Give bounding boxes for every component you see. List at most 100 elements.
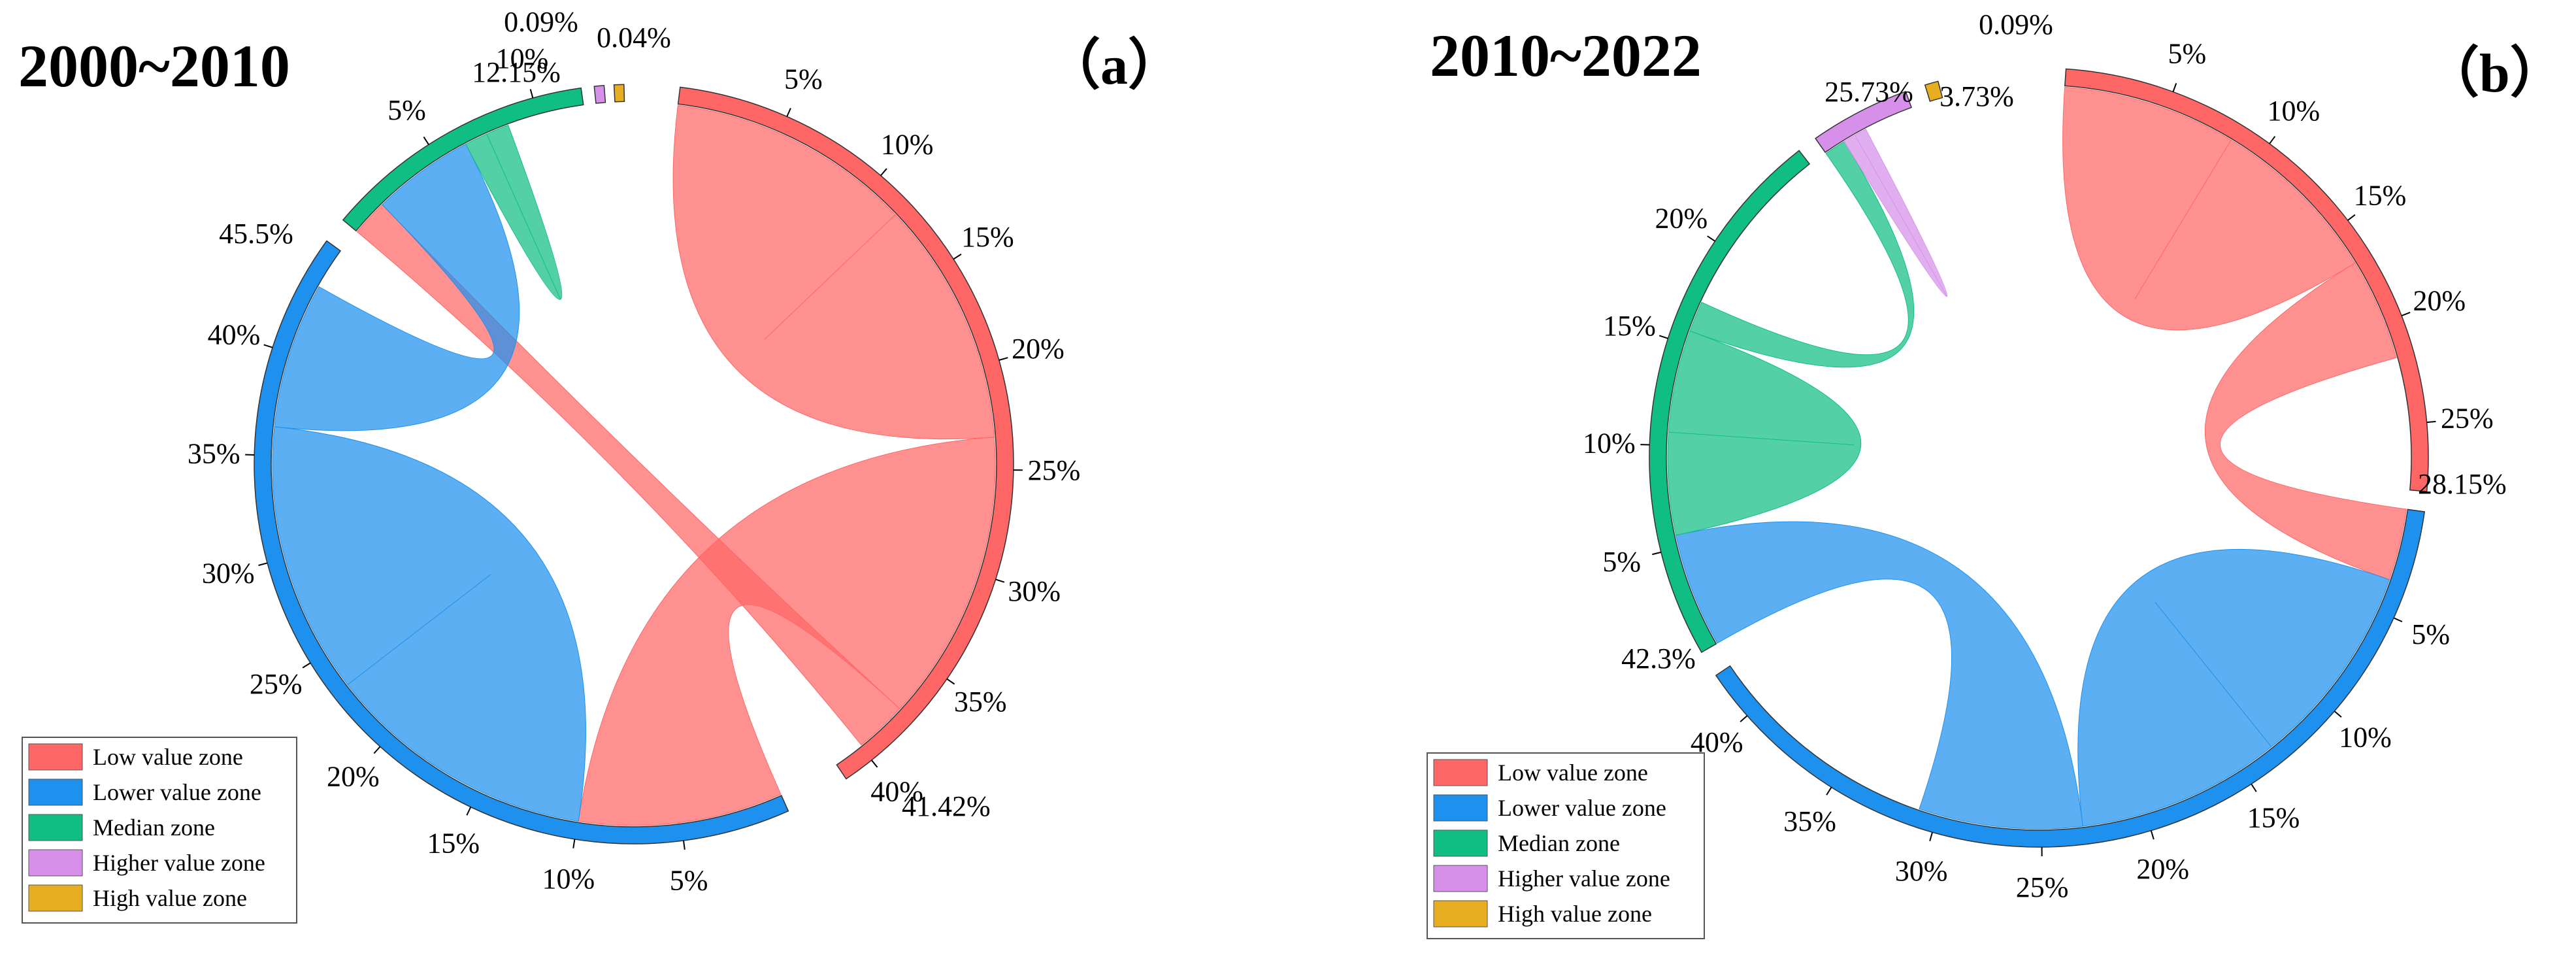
panel-a-tick-label-lower-value-zone-1: 10% bbox=[542, 863, 595, 895]
panel-b-ribbon-lower-value-zone-to-median-zone bbox=[1675, 521, 2083, 829]
panel-a-tick-lower-value-zone-1 bbox=[572, 839, 576, 848]
panel-a-tick-low-value-zone-0 bbox=[786, 108, 791, 117]
panel-b-tick-label-low-value-zone-4: 25% bbox=[2441, 403, 2494, 435]
panel-b-legend-label-low-value-zone: Low value zone bbox=[1498, 760, 1648, 786]
panel-a-tick-label-low-value-zone-3: 20% bbox=[1012, 333, 1065, 365]
panel-b-group-arcs bbox=[1649, 68, 2429, 848]
panel-b-legend-swatch-high-value-zone bbox=[1433, 900, 1488, 928]
panel-b-legend-label-higher-value-zone: Higher value zone bbox=[1498, 865, 1670, 892]
panel-a-tick-label-low-value-zone-7: 40% bbox=[870, 775, 923, 807]
panel-a-arc-median-zone bbox=[342, 87, 584, 232]
panel-b-ribbon-median-zone-to-median-zone bbox=[1667, 330, 1862, 536]
panel-b-tick-median-zone-0 bbox=[1652, 551, 1662, 556]
panel-a-tick-lower-value-zone-3 bbox=[373, 746, 381, 754]
panel-a-legend-swatch-higher-value-zone bbox=[28, 849, 83, 877]
panel-b-tick-label-lower-value-zone-1: 10% bbox=[2339, 721, 2392, 753]
panel-b-tick-lower-value-zone-7 bbox=[1740, 715, 1748, 722]
panel-a-tick-label-low-value-zone-0: 5% bbox=[784, 63, 823, 95]
panel-b-tick-labels: 5% 10% 15% 20% 25% 28.15% 5% 10% 15% 20% 25% 30% 35%… bbox=[1583, 8, 2507, 903]
panel-b-tick-lower-value-zone-5 bbox=[1929, 832, 1933, 842]
panel-a-tick-label-lower-value-zone-3: 20% bbox=[327, 760, 380, 792]
panel-b-label: （b） bbox=[2424, 43, 2565, 104]
panel-a-arc-high-value-zone bbox=[613, 84, 625, 103]
panel-b-tick-label-lower-value-zone-5: 30% bbox=[1895, 855, 1948, 887]
panel-a-tick-label-lower-value-zone-7: 40% bbox=[208, 319, 261, 351]
panel-b-tick-label-median-zone-3: 20% bbox=[1655, 203, 1708, 235]
panel-b-tick-low-value-zone-1 bbox=[2269, 135, 2276, 144]
panel-a-ribbons bbox=[272, 105, 996, 826]
panel-a-tick-lower-value-zone-4 bbox=[302, 662, 311, 669]
panel-a-tick-lower-value-zone-2 bbox=[466, 807, 472, 816]
panel-b-tick-label-low-value-zone-0: 5% bbox=[2168, 37, 2206, 69]
panel-a-tick-low-value-zone-2 bbox=[953, 254, 962, 260]
panel-a-tick-median-zone-0 bbox=[423, 136, 429, 145]
panel-b-tick-label-lower-value-zone-0: 5% bbox=[2411, 618, 2450, 650]
panel-b-tick-lower-value-zone-3 bbox=[2150, 830, 2155, 840]
panel-a-total-label-higher-value-zone: 0.09% bbox=[504, 6, 578, 38]
panel-b-tick-lower-value-zone-1 bbox=[2334, 711, 2342, 718]
panel-b-arc-median-zone bbox=[1649, 150, 1811, 654]
panel-b-tick-low-value-zone-0 bbox=[2172, 83, 2177, 92]
panel-a-tick-label-low-value-zone-6: 35% bbox=[954, 686, 1007, 718]
panel-a-tick-label-low-value-zone-2: 15% bbox=[961, 221, 1014, 253]
panel-b-tick-median-zone-2 bbox=[1659, 335, 1668, 339]
panel-a-tick-lower-value-zone-7 bbox=[263, 344, 273, 348]
panel-b-ribbon-low-value-zone-to-lower-value-zone bbox=[2204, 262, 2407, 580]
panel-a-total-label-high-value-zone: 0.04% bbox=[597, 22, 671, 54]
panel-b-legend: Low value zone Lower value zone Median zon… bbox=[1427, 752, 1705, 939]
panel-a-legend-label-high-value-zone: High value zone bbox=[93, 885, 247, 911]
panel-b-tick-label-low-value-zone-2: 15% bbox=[2354, 179, 2407, 211]
panel-a-tick-low-value-zone-3 bbox=[999, 357, 1008, 361]
panel-a-tick-labels: 5%10%15%20%25%30%35%40%41.42%5%10%15%20%… bbox=[188, 6, 1080, 896]
panel-b-arc-high-value-zone bbox=[1924, 80, 1943, 102]
panel-b-tick-median-zone-3 bbox=[1707, 235, 1715, 242]
panel-b-legend-swatch-low-value-zone bbox=[1433, 759, 1488, 786]
panel-a-arc-lower-value-zone bbox=[254, 240, 789, 844]
panel-a-total-label-low-value-zone: 41.42% bbox=[902, 790, 991, 822]
panel-b-legend-label-lower-value-zone: Lower value zone bbox=[1498, 795, 1666, 821]
panel-b-tick-lower-value-zone-0 bbox=[2393, 617, 2403, 623]
panel-a-tick-label-low-value-zone-5: 30% bbox=[1008, 575, 1061, 607]
panel-a-tick-label-low-value-zone-4: 25% bbox=[1028, 454, 1081, 486]
panel-a-total-label-lower-value-zone: 45.5% bbox=[219, 218, 293, 250]
panel-a-ribbon-lower-value-zone-to-lower-value-zone bbox=[272, 426, 586, 822]
panel-b-legend-swatch-lower-value-zone bbox=[1433, 794, 1488, 822]
panel-b: 2010~2022 （b） 5% 10% 15% 20% 25% 28.15% 5% 10% 1… bbox=[1427, 8, 2565, 939]
panel-a-legend-label-higher-value-zone: Higher value zone bbox=[93, 850, 265, 876]
panel-a-ribbon-low-value-zone-to-low-value-zone bbox=[672, 105, 995, 440]
panel-b-tick-label-median-zone-2: 15% bbox=[1603, 310, 1656, 342]
panel-a-legend-swatch-high-value-zone bbox=[28, 884, 83, 912]
panel-b-tick-label-lower-value-zone-2: 15% bbox=[2247, 801, 2300, 833]
panel-b-ribbon-median-zone-to-higher-value-zone bbox=[1689, 141, 1915, 368]
panel-b-tick-label-median-zone-0: 5% bbox=[1602, 546, 1641, 578]
panel-b-tick-label-lower-value-zone-6: 35% bbox=[1783, 805, 1836, 837]
panel-b-tick-low-value-zone-2 bbox=[2347, 214, 2356, 221]
panel-b-arc-low-value-zone bbox=[2064, 68, 2429, 492]
panel-b-ticks bbox=[1640, 83, 2436, 856]
panel-a-arc-low-value-zone bbox=[677, 86, 1014, 780]
panel-a: 2000~2010 （a） 5%10%15%20%25%30%35%40%41.… bbox=[18, 6, 1183, 924]
panel-b-ribbon-low-value-zone-to-low-value-zone bbox=[2062, 86, 2356, 331]
panel-a-tick-label-lower-value-zone-5: 30% bbox=[202, 557, 255, 589]
panel-a-ticks bbox=[245, 89, 1023, 850]
panel-b-legend-swatch-higher-value-zone bbox=[1433, 865, 1488, 892]
panel-b-tick-label-lower-value-zone-4: 25% bbox=[2016, 871, 2069, 903]
panel-a-tick-median-zone-1 bbox=[529, 89, 534, 99]
panel-b-ribbon-higher-value-zone-to-higher-value-zone bbox=[1843, 128, 1948, 297]
panel-a-group-arcs bbox=[254, 84, 1014, 844]
panel-b-legend-label-median-zone: Median zone bbox=[1498, 830, 1620, 856]
panel-b-total-label-low-value-zone: 28.15% bbox=[2418, 468, 2507, 500]
panel-a-tick-label-lower-value-zone-6: 35% bbox=[188, 437, 240, 469]
panel-a-label: （a） bbox=[1046, 35, 1183, 96]
panel-a-legend-label-median-zone: Median zone bbox=[93, 814, 215, 841]
panel-a-ribbon-lower-value-zone-to-median-zone bbox=[274, 143, 520, 431]
panel-b-total-label-median-zone: 25.73% bbox=[1825, 76, 1913, 108]
panel-b-arc-lower-value-zone bbox=[1715, 509, 2426, 848]
panel-a-legend-swatch-lower-value-zone bbox=[28, 778, 83, 806]
panel-b-total-label-lower-value-zone: 42.3% bbox=[1621, 643, 1696, 675]
panel-a-ribbon-low-value-zone-to-lower-value-zone bbox=[578, 437, 996, 826]
panel-a-tick-label-lower-value-zone-0: 5% bbox=[670, 864, 708, 896]
panel-b-tick-lower-value-zone-2 bbox=[2251, 783, 2257, 792]
panel-b-arc-higher-value-zone bbox=[1815, 90, 1913, 154]
